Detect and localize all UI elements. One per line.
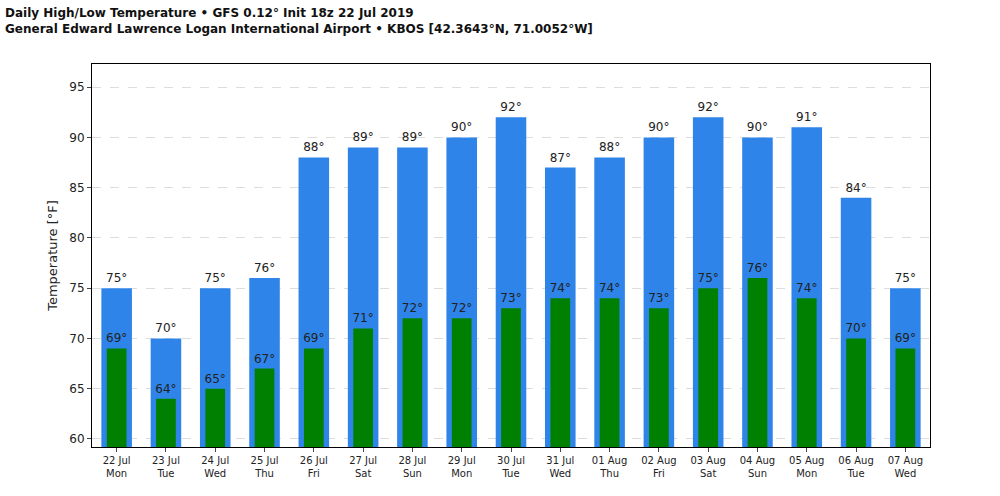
svg-text:05 AugMon: 05 AugMon — [789, 455, 824, 479]
svg-text:90°: 90° — [451, 120, 472, 134]
svg-text:91°: 91° — [796, 110, 817, 124]
svg-text:67°: 67° — [254, 352, 275, 366]
svg-text:25 JulThu: 25 JulThu — [251, 455, 279, 479]
svg-text:90: 90 — [69, 131, 84, 145]
svg-text:30 JulTue: 30 JulTue — [497, 455, 525, 479]
svg-text:72°: 72° — [451, 301, 472, 315]
svg-text:24 JulWed: 24 JulWed — [201, 455, 229, 479]
svg-text:90°: 90° — [747, 120, 768, 134]
svg-text:75°: 75° — [895, 271, 916, 285]
svg-text:92°: 92° — [698, 100, 719, 114]
svg-text:75°: 75° — [698, 271, 719, 285]
svg-text:95: 95 — [69, 80, 84, 94]
svg-text:28 JulSun: 28 JulSun — [398, 455, 426, 479]
svg-text:74°: 74° — [599, 281, 620, 295]
svg-text:92°: 92° — [500, 100, 521, 114]
svg-text:73°: 73° — [648, 291, 669, 305]
svg-text:26 JulFri: 26 JulFri — [300, 455, 328, 479]
svg-text:31 JulWed: 31 JulWed — [546, 455, 574, 479]
svg-text:69°: 69° — [895, 331, 916, 345]
svg-text:06 AugTue: 06 AugTue — [838, 455, 873, 479]
svg-text:60: 60 — [69, 432, 84, 446]
svg-text:71°: 71° — [352, 311, 373, 325]
svg-text:76°: 76° — [747, 261, 768, 275]
svg-text:07 AugWed: 07 AugWed — [888, 455, 923, 479]
svg-text:90°: 90° — [648, 120, 669, 134]
svg-text:70°: 70° — [845, 321, 866, 335]
svg-text:65°: 65° — [205, 372, 226, 386]
svg-text:87°: 87° — [550, 151, 571, 165]
svg-text:75°: 75° — [205, 271, 226, 285]
svg-text:70: 70 — [69, 332, 84, 346]
svg-text:65: 65 — [69, 382, 84, 396]
svg-text:73°: 73° — [500, 291, 521, 305]
svg-text:74°: 74° — [550, 281, 571, 295]
svg-text:64°: 64° — [155, 382, 176, 396]
svg-text:29 JulMon: 29 JulMon — [448, 455, 476, 479]
svg-text:75: 75 — [69, 281, 84, 295]
svg-text:76°: 76° — [254, 261, 275, 275]
svg-text:01 AugThu: 01 AugThu — [592, 455, 627, 479]
svg-text:72°: 72° — [402, 301, 423, 315]
svg-text:88°: 88° — [303, 140, 324, 154]
svg-text:85: 85 — [69, 181, 84, 195]
svg-text:89°: 89° — [352, 130, 373, 144]
svg-text:Temperature [°F]: Temperature [°F] — [45, 200, 60, 312]
svg-text:03 AugSat: 03 AugSat — [690, 455, 725, 479]
svg-text:23 JulTue: 23 JulTue — [152, 455, 180, 479]
svg-text:75°: 75° — [106, 271, 127, 285]
svg-text:70°: 70° — [155, 321, 176, 335]
svg-text:74°: 74° — [796, 281, 817, 295]
svg-text:04 AugSun: 04 AugSun — [740, 455, 775, 479]
svg-text:88°: 88° — [599, 140, 620, 154]
svg-text:22 JulMon: 22 JulMon — [103, 455, 131, 479]
svg-text:69°: 69° — [303, 331, 324, 345]
svg-text:69°: 69° — [106, 331, 127, 345]
svg-text:02 AugFri: 02 AugFri — [641, 455, 676, 479]
svg-text:89°: 89° — [402, 130, 423, 144]
svg-text:Daily High/Low Temperature • G: Daily High/Low Temperature • GFS 0.12° I… — [5, 6, 593, 36]
svg-text:84°: 84° — [845, 181, 866, 195]
svg-text:27 JulSat: 27 JulSat — [349, 455, 377, 479]
svg-text:80: 80 — [69, 231, 84, 245]
